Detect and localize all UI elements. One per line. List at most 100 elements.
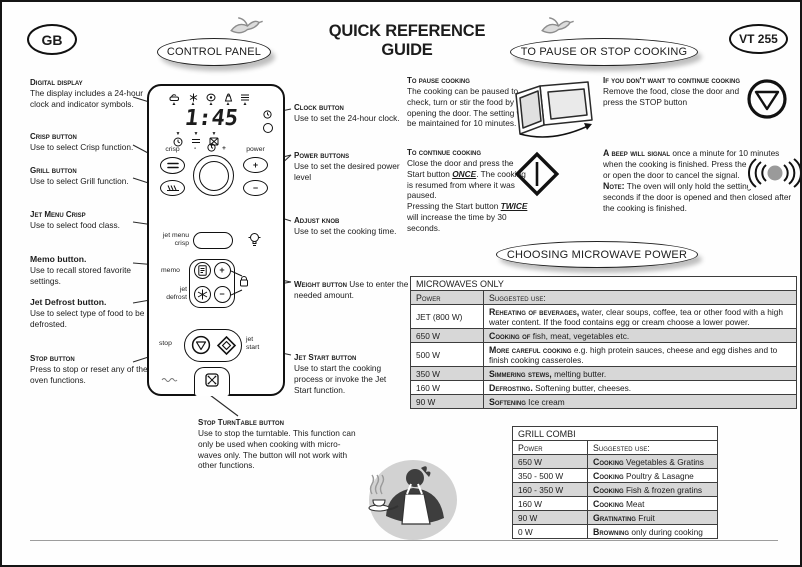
table-row: 160 - 350 W Cooking Fish & frozen gratin… xyxy=(512,482,718,497)
use-lead: Gratinating xyxy=(593,512,636,523)
jet-defrost-label-line2: defrost xyxy=(166,293,187,301)
use-rest: Vegetables & Gratins xyxy=(623,456,704,467)
jet-start-button-label: jet start xyxy=(246,336,259,352)
digital-display-callout: Digital display The display includes a 2… xyxy=(30,78,158,110)
stop-turntable-callout: Stop TurnTable button Use to stop the tu… xyxy=(198,418,364,471)
callout-body: Use to start the cooking process or invo… xyxy=(294,363,387,395)
use-rest: Softening butter, cheeses. xyxy=(532,382,632,393)
use-rest: e.g. high protein sauces, cheese and egg… xyxy=(489,344,778,365)
memo-button-label: memo xyxy=(161,267,180,274)
power-plus-button: + xyxy=(243,157,268,173)
use-lead: Cooking xyxy=(593,456,624,467)
timer-indicator-icon: ▼ xyxy=(171,132,185,147)
power-column-header: Power xyxy=(410,290,484,305)
jet-defrost-label-line1: jet xyxy=(179,286,187,293)
control-panel-section-label: CONTROL PANEL xyxy=(157,38,271,66)
jet-defrost-callout: Jet Defrost button. Use to select type o… xyxy=(30,297,160,330)
power-cell: 650 W xyxy=(410,328,484,343)
callout-body: The oven will only hold the settings for… xyxy=(603,180,792,214)
callout-heading: Jet Start button xyxy=(294,353,357,362)
use-cell: Browning only during cooking xyxy=(587,524,718,539)
beep-lead: A beep will signal xyxy=(603,148,671,158)
use-cell: Softening Ice cream xyxy=(483,394,797,409)
jet-menu-label-line1: jet menu xyxy=(162,232,189,239)
indicator-marker: ▲ xyxy=(242,101,248,107)
use-cell: Cooking Fish & frozen gratins xyxy=(587,482,718,497)
callout-body: Close the door and press the Start butto… xyxy=(407,158,514,179)
table-row: 90 W Softening Ice cream xyxy=(410,394,797,409)
weight-callout: Weight button Use to enter the needed am… xyxy=(294,279,410,301)
crisp-icon xyxy=(166,162,179,169)
power-column-header: Power xyxy=(512,440,588,455)
callout-body: Use to select food class. xyxy=(30,220,120,230)
callout-heading: Grill button xyxy=(30,166,77,175)
stop-callout: Stop button Press to stop or reset any o… xyxy=(30,354,158,386)
turntable-label-scribble xyxy=(161,377,179,383)
indicator-marker: ▼ xyxy=(193,131,199,137)
clock-button xyxy=(263,123,273,133)
memo-button xyxy=(193,262,211,279)
use-lead: Cooking xyxy=(593,484,624,495)
use-cell: More careful cooking e.g. high protein s… xyxy=(483,342,797,367)
callout-body: Use to enter the needed amount. xyxy=(294,279,409,301)
jet-menu-callout: Jet Menu Crisp Use to select food class. xyxy=(30,210,158,231)
power-cell: 0 W xyxy=(512,524,588,539)
lamp-icon xyxy=(248,232,261,248)
use-rest: Fruit xyxy=(635,512,655,523)
pause-stop-section-label: TO PAUSE OR STOP COOKING xyxy=(510,38,698,66)
use-rest: Fish & frozen gratins xyxy=(623,484,703,495)
clock-callout: Clock button Use to set the 24-hour cloc… xyxy=(294,103,414,124)
beep-signal-block: A beep will signal once a minute for 10 … xyxy=(603,148,799,214)
plus-glyph: + xyxy=(252,159,259,170)
power-cell: 160 W xyxy=(410,380,484,395)
bird-icon xyxy=(224,12,264,40)
stop-turntable-button xyxy=(205,373,219,387)
control-panel-illustration: ▲ ▲ ▲ ▲ ▲ 1:45 ▼ ▼ ▼ cris xyxy=(147,84,285,396)
crisp-button xyxy=(160,157,185,174)
jet-menu-label-line2: crisp xyxy=(174,239,189,247)
page-title: QUICK REFERENCE GUIDE xyxy=(328,22,486,59)
power-minus-button: − xyxy=(243,180,268,196)
use-cell: Simmering stews, melting butter. xyxy=(483,366,797,381)
callout-body: Remove the food, close the door and pres… xyxy=(603,86,740,107)
power-buttons-label: power xyxy=(246,146,265,153)
table-row: 160 W Defrosting. Softening butter, chee… xyxy=(410,380,797,395)
callout-body: . The cooking is resumed from where it w… xyxy=(407,168,526,201)
open-microwave-illustration xyxy=(508,78,596,144)
knob-plus-label: + xyxy=(222,145,226,152)
knob-minus-label: - xyxy=(194,145,197,152)
callout-body: Press to stop or reset any of the oven f… xyxy=(30,364,148,385)
indicator-marker: ▲ xyxy=(190,101,196,107)
grill-icon xyxy=(166,185,179,191)
stop-button xyxy=(191,335,211,355)
choosing-power-section-text: CHOOSING MICROWAVE POWER xyxy=(506,248,688,261)
jet-menu-crisp-label: jet menu crisp xyxy=(153,232,189,248)
callout-heading: Stop button xyxy=(30,354,75,363)
country-badge: GB xyxy=(27,24,77,55)
stop-button-label: stop xyxy=(159,340,172,347)
stop-start-frame xyxy=(184,329,242,362)
use-rest: Ice cream xyxy=(525,396,565,407)
pause-stop-section-text: TO PAUSE OR STOP COOKING xyxy=(520,46,688,58)
use-rest: Meat xyxy=(623,498,645,509)
weight-indicator-icon: ▲ xyxy=(221,93,235,107)
callout-body: Pressing the Start button xyxy=(407,201,501,212)
use-cell: Reheating of beverages, water, clear sou… xyxy=(483,304,797,329)
once-emphasis: ONCE xyxy=(452,168,477,179)
snowflake-icon xyxy=(197,289,207,299)
callout-heading: Clock button xyxy=(294,103,344,112)
use-cell: Gratinating Fruit xyxy=(587,510,718,525)
continue-cooking-block: To continue cooking Close the door and p… xyxy=(407,148,533,233)
table-title: GRILL COMBI xyxy=(512,426,718,441)
grill-button xyxy=(160,180,185,196)
crisp-indicator-icon: ▲ xyxy=(204,93,218,107)
clock-icon xyxy=(263,110,272,119)
defrost-indicator-icon: ▲ xyxy=(186,93,200,107)
minus-glyph: − xyxy=(252,182,259,193)
power-callout: Power buttons Use to set the desired pow… xyxy=(294,151,410,183)
table-row: 500 W More careful cooking e.g. high pro… xyxy=(410,342,797,367)
use-cell: Cooking of fish, meat, vegetables etc. xyxy=(483,328,797,343)
note-label: Note: xyxy=(603,180,625,191)
minus-glyph: − xyxy=(219,288,225,299)
callout-body: Use to stop the turntable. This function… xyxy=(198,428,356,471)
